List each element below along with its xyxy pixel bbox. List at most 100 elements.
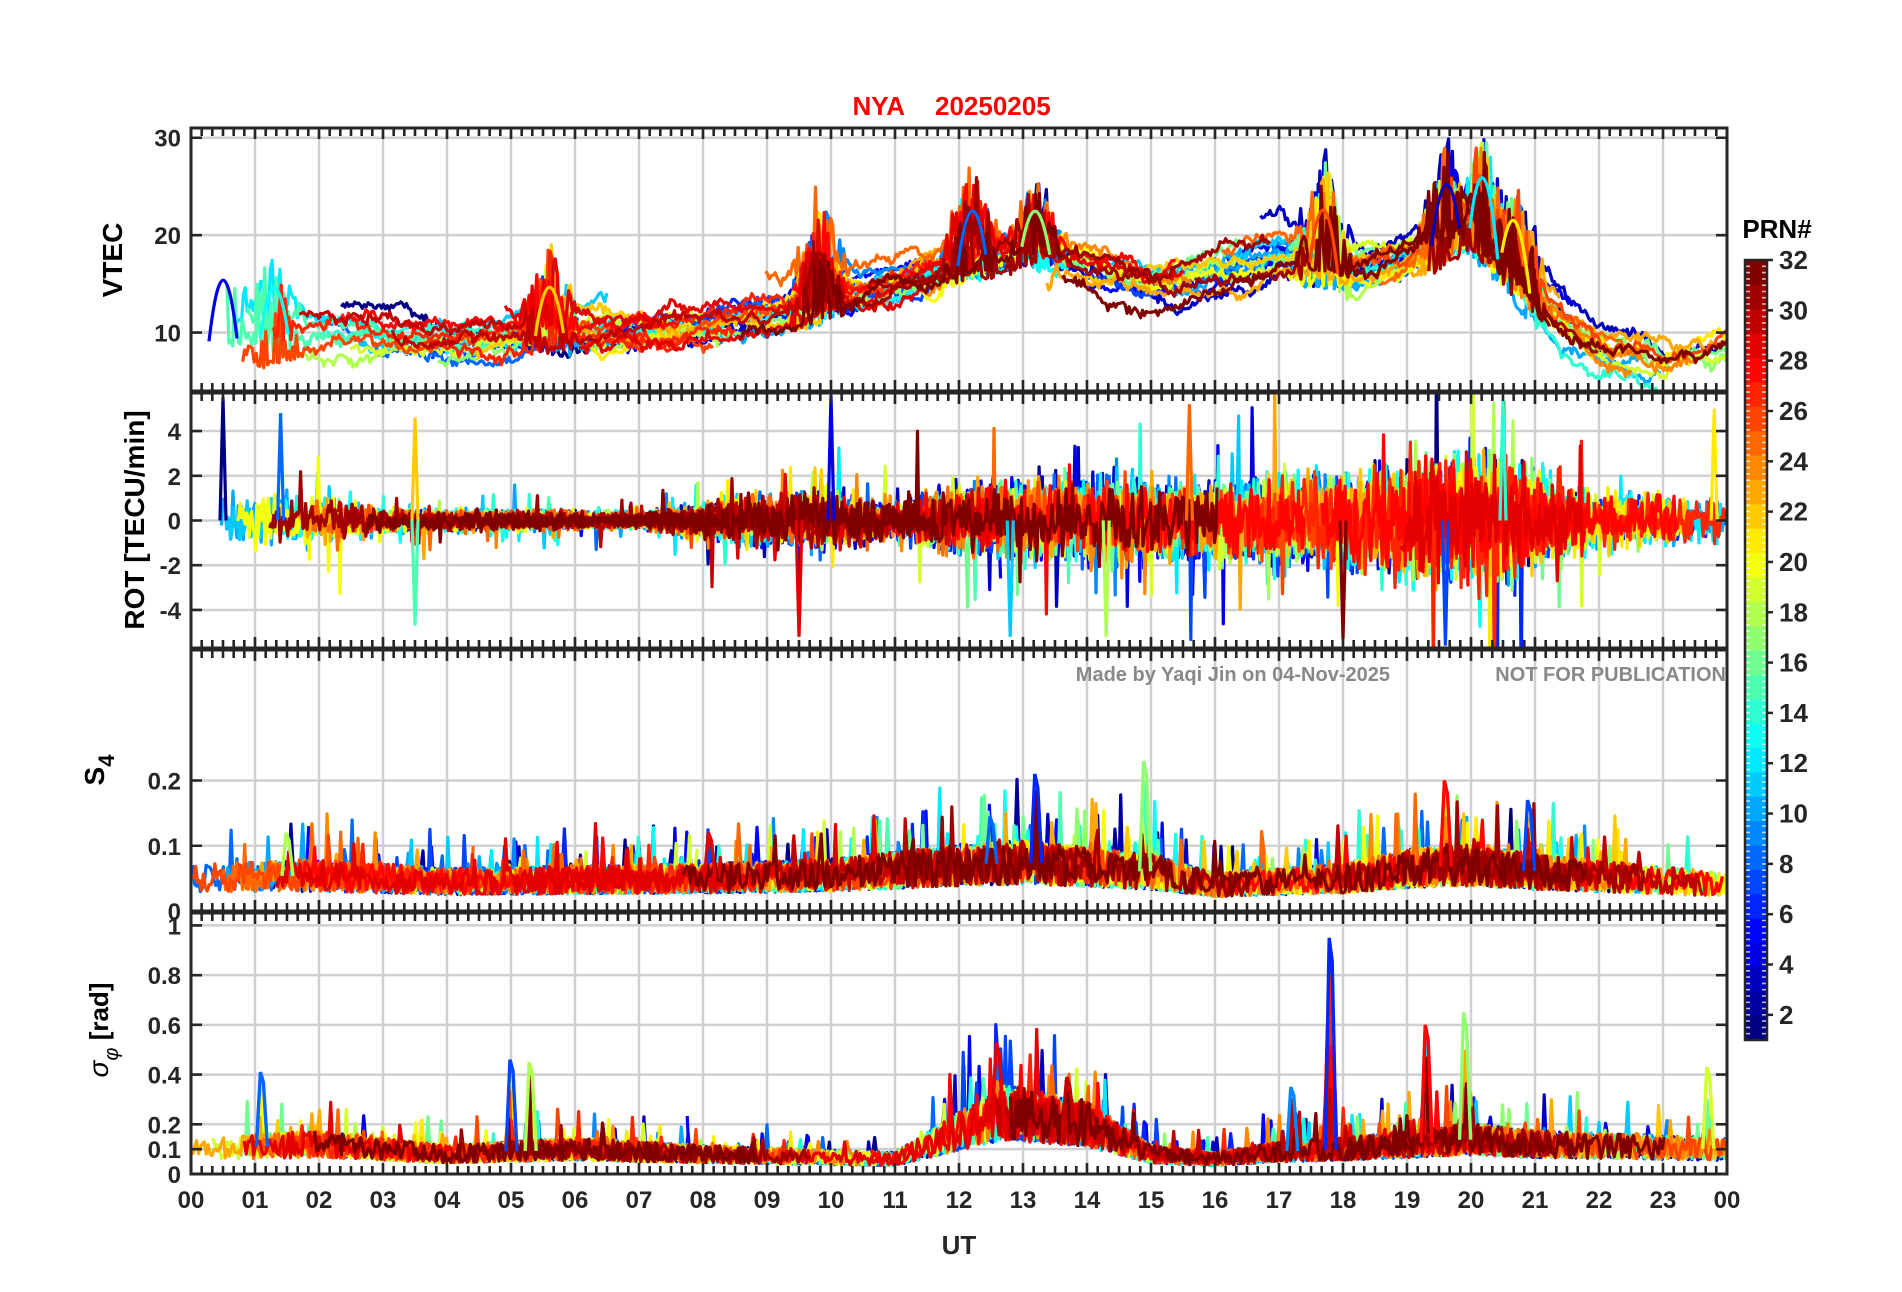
colorbar-segment — [1745, 503, 1767, 529]
rot-spike — [794, 520, 804, 637]
colorbar-segment — [1745, 406, 1767, 432]
sigma_phi-peak — [254, 1071, 270, 1147]
colorbar-segment — [1745, 723, 1767, 749]
rot-x-ticks — [189, 393, 1729, 648]
colorbar-segment — [1745, 528, 1767, 554]
prn-32-s4-line — [681, 789, 1178, 894]
x-tick-label: 21 — [1522, 1187, 1549, 1214]
s4-peak — [1438, 780, 1454, 867]
x-tick-label: 14 — [1074, 1187, 1101, 1214]
x-tick-label: 10 — [818, 1187, 845, 1214]
rot-spike — [1184, 404, 1194, 521]
colorbar-segment — [1745, 284, 1767, 310]
colorbar-tick-label: 20 — [1779, 547, 1808, 577]
prn-32-sigma_phi-line — [1008, 1087, 1416, 1167]
watermark-notice: NOT FOR PUBLICATION — [1495, 664, 1726, 686]
s4-y-tick-label: 0 — [168, 899, 181, 926]
x-tick-label: 19 — [1394, 1187, 1421, 1214]
s4-x-ticks — [189, 650, 1729, 913]
x-tick-marks — [189, 393, 1729, 648]
vtec-y-tick-label: 10 — [154, 321, 181, 348]
x-tick-label: 05 — [498, 1187, 525, 1214]
s4-peak — [1137, 760, 1153, 872]
prn-32-s4-line — [1182, 839, 1587, 898]
s4-peak — [984, 815, 999, 864]
prn-29-s4-line — [275, 837, 734, 896]
sigma_phi-y-tick-label: 0.8 — [148, 963, 181, 990]
sigma_phi-peak — [1061, 1076, 1076, 1122]
sigma_phi-series-group — [191, 937, 1727, 1168]
rot-series-group — [218, 393, 1727, 648]
prn-32-sigma_phi-line — [312, 1074, 760, 1165]
rot-y-tick-label: 0 — [168, 509, 181, 536]
colorbar-tick-label: 2 — [1779, 1000, 1793, 1030]
vtec-peak — [1308, 208, 1340, 275]
colorbar-tick-label: 4 — [1779, 950, 1794, 980]
sigma_phi-y-tick-label: 0 — [168, 1162, 181, 1189]
s4-y-tick-label: 0.2 — [148, 769, 181, 796]
x-tick-label: 17 — [1266, 1187, 1293, 1214]
x-axis-tick-labels: 00 01 02 03 04 05 06 07 08 09 10 11 12 13 14 15 16 17 18 19… — [178, 1187, 1741, 1214]
sigma_phi-y-tick-label: 1 — [168, 913, 181, 940]
s4-peak — [1521, 799, 1537, 872]
x-tick-label: 02 — [306, 1187, 333, 1214]
colorbar-segment — [1745, 1015, 1767, 1041]
prn-32-sigma_phi-line — [1345, 1056, 1666, 1161]
sigma_phi-y-tick-label: 0.1 — [148, 1137, 181, 1164]
x-tick-label: 23 — [1650, 1187, 1677, 1214]
colorbar-segment — [1745, 966, 1767, 992]
colorbar-tick-label: 16 — [1779, 648, 1808, 678]
prn-32-vtec-line — [738, 191, 1063, 341]
rot-y-tick-label: 4 — [168, 419, 182, 446]
vtec-peak — [956, 209, 988, 267]
colorbar-segment — [1745, 357, 1767, 383]
x-tick-label: 03 — [370, 1187, 397, 1214]
colorbar-segment — [1745, 820, 1767, 846]
colorbar-segment — [1745, 260, 1767, 285]
vtec-peak — [1020, 209, 1052, 255]
sigma_phi-peak — [990, 1041, 1006, 1115]
colorbar-segment — [1745, 601, 1767, 627]
colorbar-segment — [1745, 942, 1767, 968]
colorbar-segment — [1745, 698, 1767, 724]
rot-spike — [1709, 408, 1719, 521]
x-axis-label: UT — [942, 1230, 977, 1260]
x-tick-label: 12 — [946, 1187, 973, 1214]
watermark-made-by: Made by Yaqi Jin on 04-Nov-2025 — [1076, 664, 1390, 686]
rot-y-tick-label: 2 — [168, 464, 181, 491]
prn-29-rot-line — [1399, 444, 1586, 585]
prn-32-vtec-line — [1329, 150, 1727, 365]
x-tick-label: 00 — [1714, 1187, 1741, 1214]
colorbar-tick-label: 22 — [1779, 497, 1808, 527]
x-tick-label: 15 — [1138, 1187, 1165, 1214]
x-tick-label: 00 — [178, 1187, 205, 1214]
sigma_phi-peak — [523, 1061, 538, 1151]
colorbar-segment — [1745, 650, 1767, 675]
rot-panel: -4 -2 0 2 4 ROT [TECU/min] — [119, 391, 1729, 650]
colorbar-segment — [1745, 308, 1767, 334]
sigma_phi-peak — [504, 1059, 519, 1152]
sigma-phi-panel: 00.10.2 0.4 0.6 0.8 1 σφ [rad] — [83, 911, 1729, 1189]
vtec-peak — [258, 286, 290, 338]
colorbar-tick-label: 14 — [1779, 698, 1808, 728]
x-tick-label: 18 — [1330, 1187, 1357, 1214]
colorbar-segment — [1745, 796, 1767, 822]
rot-y-axis-label: ROT [TECU/min] — [119, 410, 150, 629]
s4-panel: 0 0.1 0.2 S4 — [79, 648, 1729, 926]
vtec-peak — [533, 285, 565, 337]
colorbar-segment — [1745, 430, 1767, 456]
colorbar-tick-label: 32 — [1779, 245, 1808, 275]
x-tick-marks — [189, 128, 1729, 391]
vtec-peak — [802, 251, 834, 309]
colorbar-tick-label: 30 — [1779, 295, 1808, 325]
colorbar-segment — [1745, 674, 1767, 700]
vtec-peak — [1468, 176, 1500, 260]
sigma_phi-y-tick-label: 0.6 — [148, 1013, 181, 1040]
colorbar-tick-label: 24 — [1779, 446, 1808, 476]
prn-29-vtec-line — [503, 179, 1012, 328]
prn-30-vtec-line — [298, 309, 529, 337]
rot-spike — [1101, 520, 1111, 637]
x-tick-label: 22 — [1586, 1187, 1613, 1214]
